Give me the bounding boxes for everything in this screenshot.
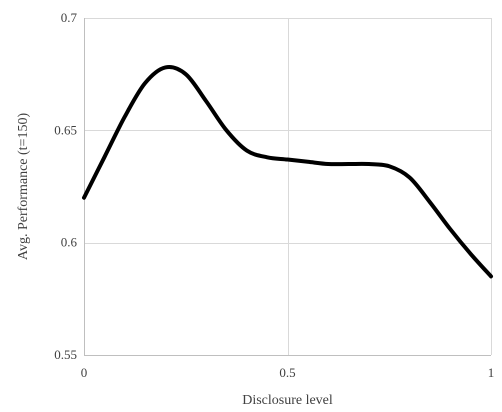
x-tick-label: 1 xyxy=(488,365,495,380)
chart-axes xyxy=(84,18,491,356)
y-axis-tick-labels: 0.55 0.6 0.65 0.7 xyxy=(54,10,77,362)
y-axis-label: Avg. Performance (t=150) xyxy=(16,113,31,261)
y-tick-label: 0.7 xyxy=(61,10,78,25)
x-axis-label: Disclosure level xyxy=(242,393,333,408)
series-line-0 xyxy=(84,67,491,276)
x-tick-label: 0 xyxy=(81,365,88,380)
chart-series xyxy=(84,67,491,276)
chart-gridlines xyxy=(84,18,492,355)
y-tick-label: 0.65 xyxy=(54,122,77,137)
y-tick-label: 0.55 xyxy=(54,347,77,362)
x-tick-label: 0.5 xyxy=(279,365,295,380)
y-tick-label: 0.6 xyxy=(61,235,78,250)
x-axis-tick-labels: 0 0.5 1 xyxy=(81,365,495,380)
